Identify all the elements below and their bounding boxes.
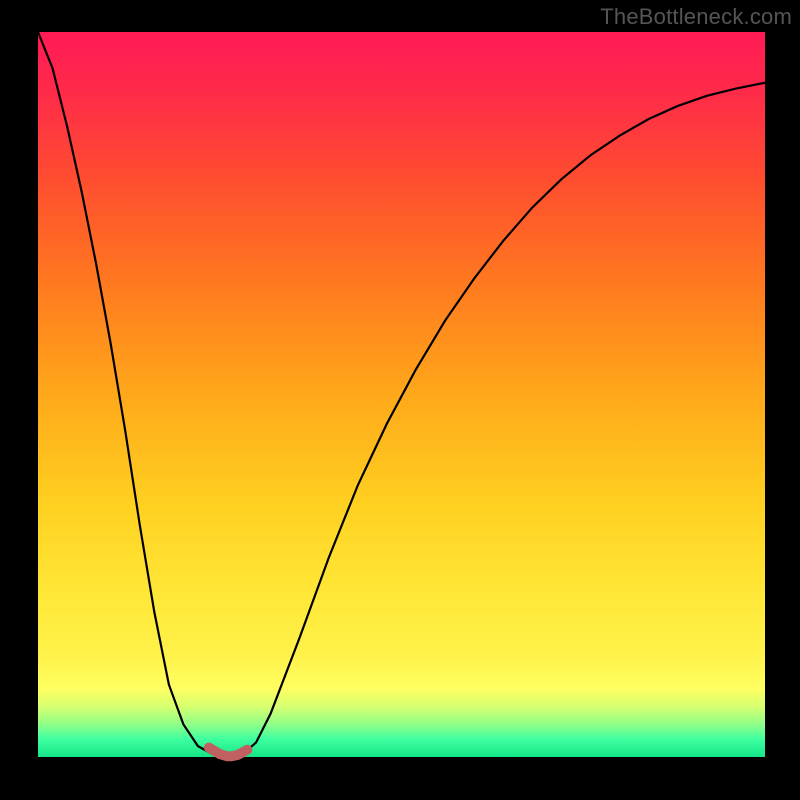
bottleneck-chart xyxy=(0,0,800,800)
chart-container: TheBottleneck.com xyxy=(0,0,800,800)
watermark-text: TheBottleneck.com xyxy=(600,4,792,30)
